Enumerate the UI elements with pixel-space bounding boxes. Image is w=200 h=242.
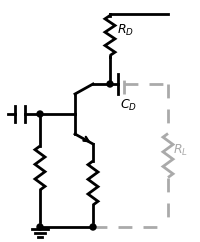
Circle shape	[90, 224, 96, 230]
Circle shape	[37, 224, 43, 230]
Text: $C_D$: $C_D$	[120, 98, 137, 113]
Circle shape	[107, 81, 113, 87]
Circle shape	[37, 111, 43, 117]
Text: $R_D$: $R_D$	[117, 23, 134, 38]
Text: $R_L$: $R_L$	[173, 143, 188, 158]
